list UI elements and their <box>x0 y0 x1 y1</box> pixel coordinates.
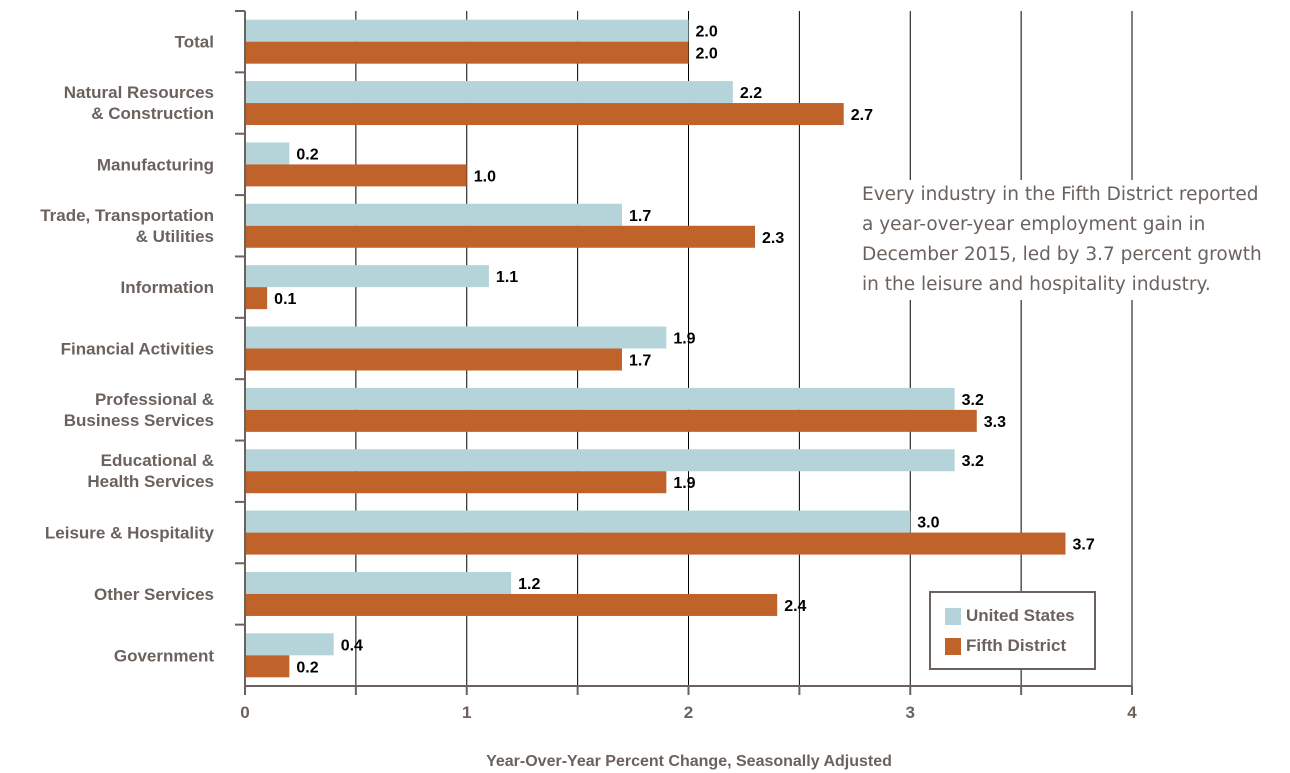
category-label: Information <box>121 278 215 297</box>
data-label-fifth-district: 2.3 <box>762 230 784 247</box>
category-label: Manufacturing <box>97 155 214 174</box>
data-label-fifth-district: 3.3 <box>984 414 1006 431</box>
bar-fifth-district <box>245 532 1066 555</box>
category-label: Other Services <box>94 585 214 604</box>
bar-united-states <box>245 203 622 226</box>
bar-united-states <box>245 265 489 288</box>
legend-label: United States <box>966 606 1075 625</box>
bar-fifth-district <box>245 164 467 187</box>
bar-fifth-district <box>245 409 977 432</box>
legend: United States Fifth District <box>929 591 1096 670</box>
category-label: Business Services <box>64 411 214 430</box>
bar-fifth-district <box>245 348 622 371</box>
bar-fifth-district <box>245 593 778 616</box>
data-label-fifth-district: 1.0 <box>474 168 496 185</box>
category-label: Educational & <box>101 451 214 470</box>
legend-swatch-fifth-district <box>945 637 961 655</box>
bar-united-states <box>245 19 689 42</box>
legend-item-fifth-district: Fifth District <box>945 636 1066 656</box>
category-label: Professional & <box>95 390 214 409</box>
axes <box>235 10 1133 695</box>
category-label: Financial Activities <box>61 340 214 359</box>
data-label-united-states: 3.2 <box>962 392 984 409</box>
data-label-fifth-district: 0.1 <box>274 291 296 308</box>
bars <box>245 19 1066 678</box>
bar-united-states <box>245 633 334 656</box>
bar-united-states <box>245 326 667 349</box>
x-axis-title: Year-Over-Year Percent Change, Seasonall… <box>486 753 892 770</box>
annotation-line: in the leisure and hospitality industry. <box>862 274 1211 295</box>
x-tick-label: 1 <box>462 703 471 722</box>
bar-united-states <box>245 81 733 104</box>
data-label-united-states: 1.9 <box>673 331 695 348</box>
data-label-fifth-district: 2.7 <box>851 107 873 124</box>
data-label-united-states: 1.7 <box>629 208 651 225</box>
data-label-united-states: 3.2 <box>962 453 984 470</box>
legend-item-united-states: United States <box>945 606 1075 626</box>
bar-fifth-district <box>245 655 290 678</box>
annotation-line: a year-over-year employment gain in <box>862 214 1206 235</box>
category-label: & Construction <box>91 104 214 123</box>
data-label-united-states: 1.1 <box>496 269 518 286</box>
legend-label: Fifth District <box>966 636 1067 655</box>
bar-united-states <box>245 387 955 410</box>
category-label: & Utilities <box>136 227 214 246</box>
bar-fifth-district <box>245 103 844 126</box>
category-label: Total <box>175 33 214 52</box>
data-label-fifth-district: 1.9 <box>673 475 695 492</box>
annotation-line: December 2015, led by 3.7 percent growth <box>862 244 1262 265</box>
bar-united-states <box>245 571 512 594</box>
bar-fifth-district <box>245 41 689 64</box>
data-label-united-states: 0.2 <box>296 146 318 163</box>
data-label-united-states: 1.2 <box>518 576 540 593</box>
annotation-line: Every industry in the Fifth District rep… <box>862 184 1259 205</box>
x-tick-label: 4 <box>1127 703 1137 722</box>
labels: 2.0 2.0 Total 2.2 2.7 Natural Resources & Cons… <box>40 24 1137 722</box>
category-label: Health Services <box>87 472 214 491</box>
bar-fifth-district <box>245 225 756 248</box>
category-label: Government <box>114 646 214 665</box>
data-label-fifth-district: 3.7 <box>1072 537 1094 554</box>
x-tick-label: 3 <box>906 703 915 722</box>
data-label-fifth-district: 2.4 <box>784 598 806 615</box>
category-label: Trade, Transportation <box>40 206 214 225</box>
category-label: Natural Resources <box>64 83 214 102</box>
bar-fifth-district <box>245 471 667 494</box>
bar-united-states <box>245 449 955 472</box>
legend-swatch-united-states <box>945 607 961 625</box>
bar-fifth-district <box>245 287 268 310</box>
data-label-united-states: 3.0 <box>917 515 939 532</box>
annotation-note: Every industry in the Fifth District rep… <box>862 180 1290 300</box>
bar-united-states <box>245 510 911 533</box>
bar-united-states <box>245 142 290 165</box>
data-label-fifth-district: 1.7 <box>629 353 651 370</box>
data-label-united-states: 0.4 <box>341 637 363 654</box>
x-tick-label: 0 <box>240 703 249 722</box>
category-label: Leisure & Hospitality <box>45 524 215 543</box>
data-label-fifth-district: 0.2 <box>296 659 318 676</box>
x-tick-label: 2 <box>684 703 693 722</box>
data-label-united-states: 2.0 <box>696 24 718 41</box>
data-label-fifth-district: 2.0 <box>696 46 718 63</box>
data-label-united-states: 2.2 <box>740 85 762 102</box>
